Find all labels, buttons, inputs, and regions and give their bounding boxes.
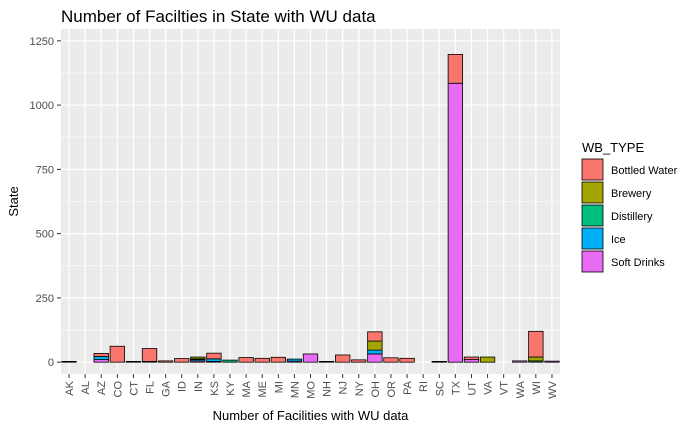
bar-segment xyxy=(141,348,158,362)
bar-segment xyxy=(190,356,206,360)
bar-segment xyxy=(399,357,415,363)
bar-segment xyxy=(544,360,560,363)
x-tick-label: KY xyxy=(225,380,237,395)
bars xyxy=(61,54,560,363)
legend-label: Brewery xyxy=(611,188,652,200)
bar-segment xyxy=(93,356,109,361)
bar-segment xyxy=(367,331,383,342)
x-tick-label: OR xyxy=(386,381,398,398)
bar-segment xyxy=(206,352,222,360)
y-tick-label: 0 xyxy=(48,357,54,369)
bar-segment xyxy=(222,359,238,363)
bar-segment xyxy=(157,360,174,363)
legend-key xyxy=(581,158,604,181)
bar-segment xyxy=(479,356,496,363)
bar-segment xyxy=(335,354,351,363)
bar-segment xyxy=(61,361,77,363)
x-tick-label: WV xyxy=(547,380,559,398)
bar-segment xyxy=(367,340,383,351)
bar-segment xyxy=(528,356,544,362)
bar-segment xyxy=(125,361,142,363)
legend-label: Bottled Water xyxy=(611,165,678,177)
bar-segment xyxy=(367,349,383,355)
legend-key xyxy=(581,227,604,250)
x-tick-label: PA xyxy=(402,380,414,395)
legend-key xyxy=(581,204,604,227)
bar-segment xyxy=(318,361,335,363)
legend: WB_TYPE Bottled Water Brewery Distillery Ic… xyxy=(581,140,678,273)
legend-label: Ice xyxy=(611,234,626,246)
bar-segment xyxy=(109,345,125,363)
x-tick-label: VA xyxy=(483,380,495,395)
bar-segment xyxy=(383,357,399,363)
x-tick-label: RI xyxy=(418,381,430,392)
chart-title: Number of Facilties in State with WU dat… xyxy=(61,7,376,26)
x-tick-label: MI xyxy=(273,381,285,393)
x-tick-label: OH xyxy=(370,381,382,398)
x-tick-label: ID xyxy=(177,381,189,392)
x-tick-label: IN xyxy=(193,381,205,392)
bar-segment xyxy=(270,356,286,363)
x-tick-label: NH xyxy=(322,381,334,397)
bar-segment xyxy=(447,54,464,84)
y-axis: 0 250 500 750 1000 1250 xyxy=(30,36,61,369)
x-tick-label: ME xyxy=(257,381,269,398)
y-tick-label: 500 xyxy=(36,229,54,241)
x-tick-label: WA xyxy=(515,380,527,398)
x-tick-label: KS xyxy=(209,381,221,396)
bar-segment xyxy=(93,353,109,357)
x-tick-label: MO xyxy=(306,381,318,399)
legend-title: WB_TYPE xyxy=(582,140,644,155)
bar-segment xyxy=(174,358,190,363)
bar-segment xyxy=(254,357,270,363)
x-axis: AK AL AZ CO CT FL GA ID IN KS KY MA ME MI MN MO NH NJ NY OH… xyxy=(64,374,559,399)
y-tick-label: 1250 xyxy=(30,36,54,48)
x-axis-title: Number of Facilities with WU data xyxy=(213,408,410,423)
x-tick-label: CO xyxy=(112,381,124,398)
x-tick-label: NY xyxy=(354,380,366,396)
y-tick-label: 1000 xyxy=(30,100,54,112)
y-tick-label: 250 xyxy=(36,293,54,305)
legend-key xyxy=(581,181,604,204)
bar-segment xyxy=(367,353,383,363)
bar-segment xyxy=(463,356,480,361)
bar-segment xyxy=(431,361,447,363)
x-tick-label: AL xyxy=(80,381,92,394)
bar-segment xyxy=(512,360,528,363)
y-axis-title: State xyxy=(6,186,21,216)
y-tick-label: 750 xyxy=(36,164,54,176)
bar-segment xyxy=(238,357,254,363)
x-tick-label: TX xyxy=(450,380,462,395)
x-tick-label: GA xyxy=(161,380,173,397)
legend-label: Soft Drinks xyxy=(611,257,665,269)
x-tick-label: MN xyxy=(289,381,301,398)
x-tick-label: WI xyxy=(531,381,543,394)
x-tick-label: AZ xyxy=(96,381,108,395)
x-tick-label: UT xyxy=(466,381,478,396)
x-tick-label: MA xyxy=(241,380,253,397)
legend-label: Distillery xyxy=(611,211,653,223)
bar-segment xyxy=(302,353,319,363)
x-tick-label: AK xyxy=(64,380,76,395)
bar-segment xyxy=(447,82,464,363)
legend-key xyxy=(581,250,604,273)
x-tick-label: NJ xyxy=(338,381,350,394)
x-tick-label: CT xyxy=(128,381,140,396)
bar-segment xyxy=(528,330,544,358)
bar-segment xyxy=(286,358,303,362)
x-tick-label: VT xyxy=(499,381,511,395)
x-tick-label: SC xyxy=(434,381,446,396)
bar-segment xyxy=(351,359,367,363)
x-tick-label: FL xyxy=(145,381,157,394)
